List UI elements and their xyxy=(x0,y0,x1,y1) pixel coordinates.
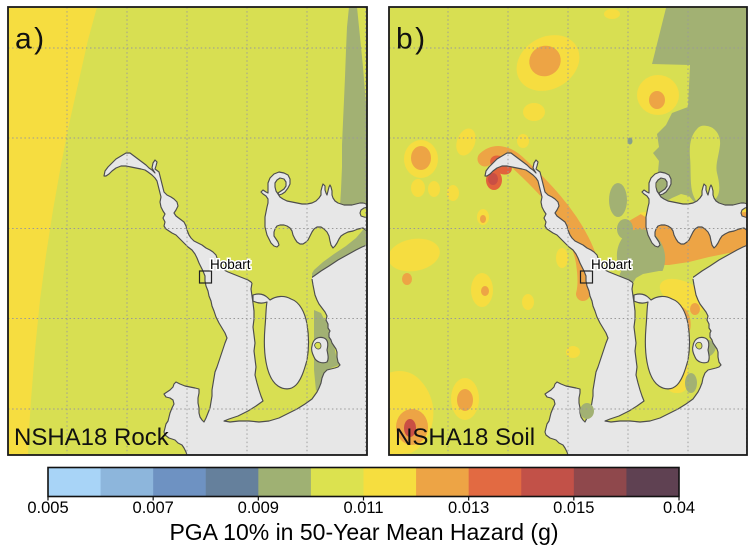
svg-text:Hobart: Hobart xyxy=(591,257,632,272)
svg-text:0.011: 0.011 xyxy=(343,499,383,517)
svg-text:a): a) xyxy=(15,23,47,56)
svg-text:NSHA18 Rock: NSHA18 Rock xyxy=(14,424,170,451)
svg-text:Hobart: Hobart xyxy=(210,257,251,272)
svg-text:PGA 10% in 50-Year Mean Hazard: PGA 10% in 50-Year Mean Hazard (g) xyxy=(169,519,558,545)
svg-text:0.04: 0.04 xyxy=(663,499,695,517)
svg-text:0.005: 0.005 xyxy=(27,499,68,517)
svg-text:0.015: 0.015 xyxy=(553,499,594,517)
svg-text:0.009: 0.009 xyxy=(238,499,279,517)
svg-text:b): b) xyxy=(396,23,428,56)
svg-text:0.013: 0.013 xyxy=(448,499,489,517)
svg-text:NSHA18 Soil: NSHA18 Soil xyxy=(395,424,535,451)
svg-text:0.007: 0.007 xyxy=(133,499,174,517)
